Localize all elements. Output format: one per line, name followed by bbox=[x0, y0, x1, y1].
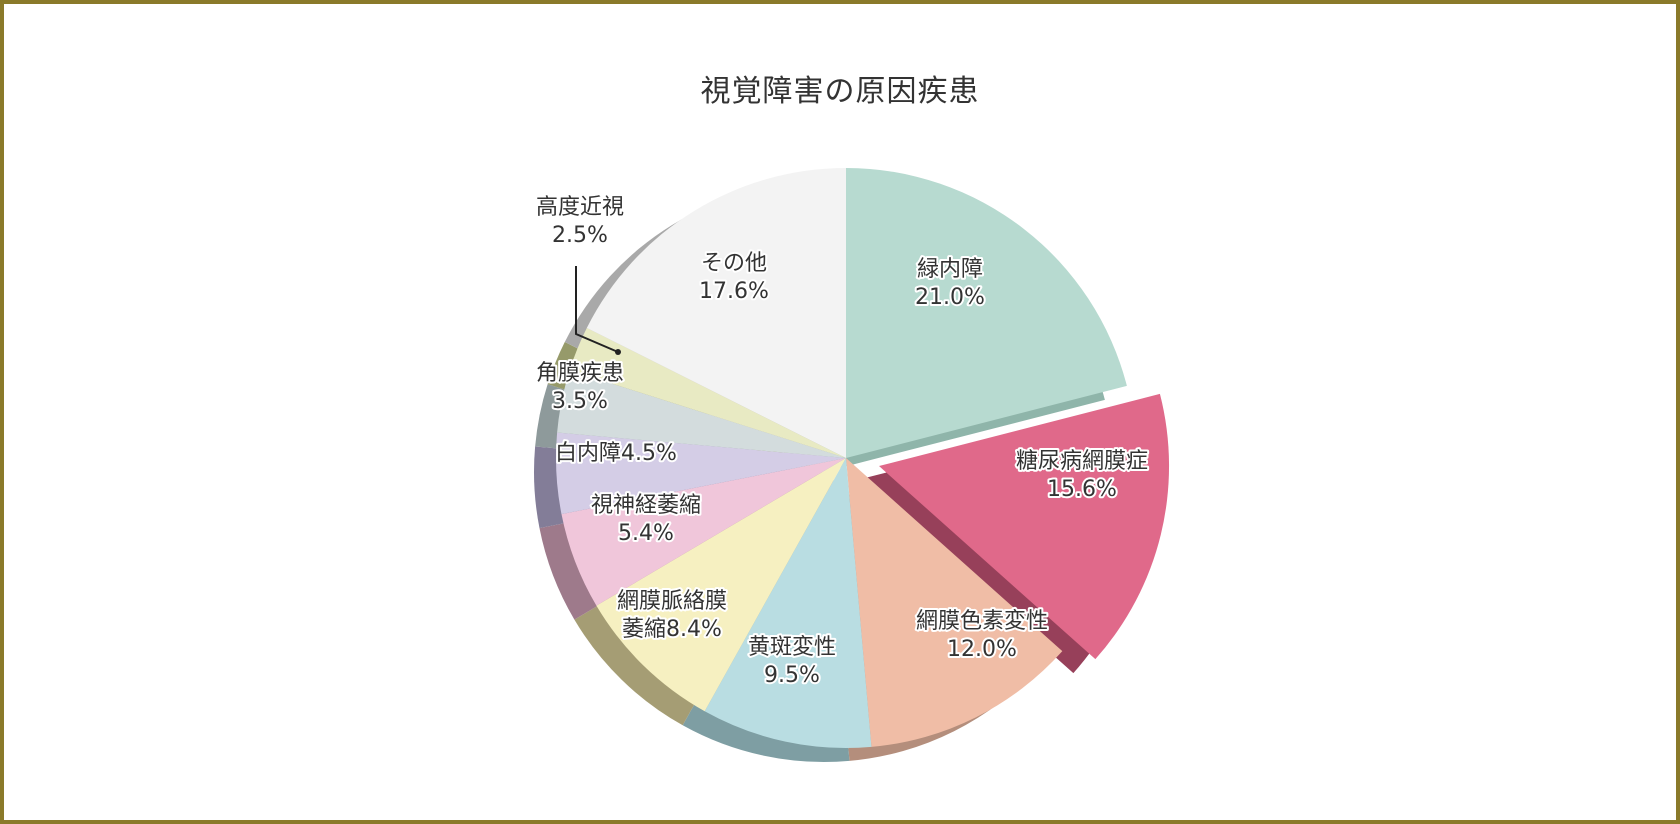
slice-2-label: 糖尿病網膜症 15.6% bbox=[1016, 449, 1148, 502]
slice-5 bbox=[596, 458, 846, 712]
slice-7 bbox=[556, 432, 846, 515]
slice-10 bbox=[586, 168, 846, 458]
slice-4-label: 黄斑変性 9.5% bbox=[748, 635, 836, 688]
leader-dot-high-myopia bbox=[615, 349, 621, 355]
slice-1 bbox=[846, 168, 1127, 458]
slice-2 bbox=[879, 393, 1170, 660]
slice-7-label: 白内障4.5% bbox=[555, 441, 677, 466]
slice-9 bbox=[569, 327, 846, 458]
slice-1-label: 緑内障 21.0% bbox=[915, 257, 985, 310]
slice-4 bbox=[704, 458, 872, 748]
slice-8-label: 角膜疾患 3.5% bbox=[536, 361, 624, 414]
slice-6 bbox=[561, 458, 846, 606]
pie-slices bbox=[556, 168, 1170, 748]
leader-lines bbox=[575, 266, 621, 355]
slice-5-label: 網膜脈絡膜萎縮8.4% bbox=[617, 589, 727, 642]
chart-title: 視覚障害の原因疾患 bbox=[700, 74, 980, 109]
slice-3-label: 網膜色素変性 12.0% bbox=[916, 609, 1048, 662]
slice-9-label: 高度近視 2.5% bbox=[536, 195, 624, 248]
slice-8 bbox=[557, 370, 846, 458]
slice-10-label: その他 17.6% bbox=[699, 251, 769, 304]
slice-labels: 緑内障 21.0% 糖尿病網膜症 15.6% 網膜色素変性 12.0% 黄斑変性 9.5% 網膜… bbox=[534, 193, 1150, 690]
slice-3 bbox=[846, 458, 1063, 747]
slice-6-label: 視神経萎縮 5.4% bbox=[591, 493, 701, 546]
leader-line-high-myopia bbox=[575, 266, 619, 353]
